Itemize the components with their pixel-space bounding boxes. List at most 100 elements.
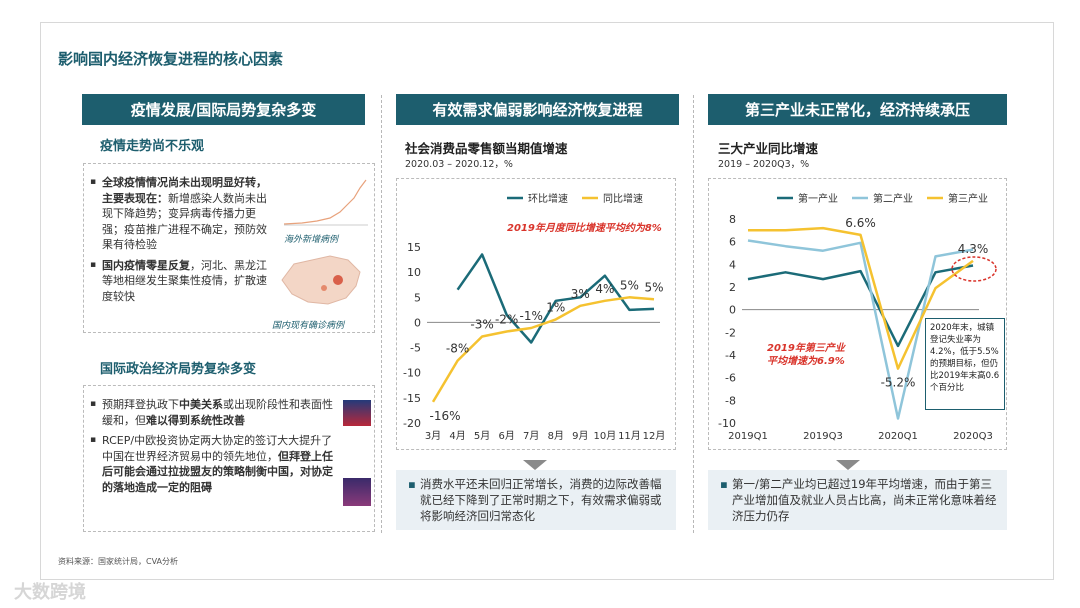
series-line	[431, 296, 655, 403]
bullet: 国内疫情零星反复，河北、黑龙江等地相继发生聚集性疫情，扩散速度较快	[90, 258, 268, 305]
image-caption: 海外新增病例	[284, 235, 339, 245]
thumbnail-chart	[283, 179, 368, 226]
photo	[343, 478, 371, 506]
note: 第一/第二产业均已超过19年平均增速，而由于第三产业增加值及就业人员占比高，尚未…	[708, 470, 1007, 530]
x-tick-label: 12月	[643, 430, 666, 442]
data-label: 5%	[644, 280, 663, 294]
data-label: -2%	[495, 312, 518, 326]
y-tick-label: 10	[407, 266, 421, 279]
highlight	[951, 256, 997, 282]
arrow	[523, 460, 547, 470]
chart-title: 社会消费品零售额当期值增速	[405, 141, 568, 156]
thumbnail-map	[281, 255, 361, 305]
series-line	[747, 264, 974, 348]
map-dot	[321, 285, 327, 291]
bullet: 全球疫情情况尚未出现明显好转，主要表现在：新增感染人数尚未出现下降趋势；变异病毒…	[90, 175, 268, 253]
column-heading: 疫情发展/国际局势复杂多变	[82, 94, 365, 125]
divider	[693, 95, 694, 533]
bullet-list: 全球疫情情况尚未出现明显好转，主要表现在：新增感染人数尚未出现下降趋势；变异病毒…	[90, 175, 268, 309]
callout: 2020年末，城镇登记失业率为4.2%，低于5.5%的预期目标，但仍比2019年…	[925, 318, 1005, 410]
y-tick-label: 8	[729, 213, 736, 226]
x-tick-label: 2019Q1	[728, 431, 768, 442]
y-tick-label: 6	[729, 236, 736, 249]
legend-label: 第二产业	[873, 192, 913, 205]
data-label: -3%	[470, 318, 493, 332]
x-tick-label: 5月	[474, 430, 490, 442]
watermark: 大数跨境	[14, 582, 86, 603]
photo	[343, 400, 371, 426]
x-tick-label: 8月	[548, 430, 564, 442]
series-line	[748, 226, 974, 370]
chart-subtitle: 2019 – 2020Q3，%	[718, 159, 810, 170]
column-heading: 有效需求偏弱影响经济恢复进程	[396, 94, 679, 125]
image-caption: 国内现有确诊病例	[272, 321, 345, 331]
x-tick-label: 4月	[449, 430, 465, 442]
chart: -10 -8 -6 -4 -2 0 2 4 6 8 2019Q1 2019Q3 2020Q1 2020Q3…	[708, 178, 1007, 450]
note: 消费水平还未回归正常增长，消费的边际改善幅就已经下降到了正常时期之下，有效需求偏…	[396, 470, 676, 530]
column-heading: 第三产业未正常化，经济持续承压	[708, 94, 1007, 125]
arrow	[836, 460, 860, 470]
x-tick-label: 3月	[425, 430, 441, 442]
bullet-text: 国内疫情零星反复	[102, 258, 190, 272]
annotation: 平均增速为6.9%	[767, 355, 845, 367]
y-tick-label: 5	[414, 291, 421, 304]
x-tick-label: 2019Q3	[803, 431, 843, 442]
annotation: 2019年月度同比增速平均约为8%	[507, 222, 662, 234]
data-label: 3%	[571, 287, 590, 301]
frame	[40, 22, 1054, 580]
legend-label: 第三产业	[948, 192, 988, 205]
data-label: 1%	[546, 300, 565, 314]
bullet-text: 全球疫情情况尚未出现明显好转，主要表现在：	[102, 176, 267, 205]
source: 资料来源：国家统计局，CVA分析	[58, 557, 179, 566]
divider	[381, 95, 382, 533]
thumbnail-line	[283, 179, 367, 225]
y-tick-label: -2	[725, 326, 736, 339]
map-dot	[333, 275, 343, 285]
y-tick-label: 2	[729, 281, 736, 294]
y-tick-label: -20	[403, 417, 421, 430]
page-title: 影响国内经济恢复进程的核心因素	[58, 50, 284, 68]
data-label: 5%	[620, 278, 639, 292]
bullet-text: 但拜登上任后可能会通过拉拢盟友的策略制衡中国，对协定的落地造成一定的阻碍	[102, 449, 333, 494]
section-box	[83, 385, 375, 532]
bullet-text: 预期拜登执政下	[102, 398, 179, 411]
y-tick-label: -10	[718, 417, 736, 430]
y-tick-label: 4	[729, 258, 736, 271]
bullet-list: 预期拜登执政下中美关系或出现阶段性和表面性缓和，但难以得到系统性改善 RCEP/中…	[90, 397, 340, 500]
chart-title: 三大产业同比增速	[718, 141, 819, 156]
bullet-text: 难以得到系统性改善	[146, 413, 245, 427]
bullet: 预期拜登执政下中美关系或出现阶段性和表面性缓和，但难以得到系统性改善	[90, 397, 340, 428]
x-tick-label: 9月	[572, 430, 588, 442]
annotation: 2019年第三产业	[767, 342, 846, 354]
y-tick-label: -15	[403, 392, 421, 405]
chart: -20 -15 -10 -5 0 5 10 15 3月 4月 5月 6月 7月 8月 9月 10月 11月 12月…	[396, 178, 676, 450]
x-tick-label: 6月	[498, 430, 514, 442]
data-label: 4%	[595, 282, 614, 296]
legend-label: 第一产业	[798, 192, 838, 205]
bullet-text: 或出现阶段性和表面性缓和，但	[102, 398, 333, 427]
data-label: 6.6%	[845, 216, 876, 230]
data-label: 4.3%	[958, 242, 989, 256]
section-title: 国际政治经济局势复杂多变	[100, 362, 257, 377]
x-tick-label: 2020Q3	[953, 431, 993, 442]
section-box	[83, 163, 375, 333]
bullet-text: 新增感染人数尚未出现下降趋势；变异病毒传播力更强；疫苗推广进程不确定，预防效果有…	[102, 191, 267, 252]
data-label: -1%	[520, 309, 543, 323]
legend-label: 同比增速	[603, 192, 643, 205]
y-tick-label: -6	[725, 372, 736, 385]
data-label: -8%	[446, 342, 469, 356]
data-label: -5.2%	[881, 376, 916, 390]
x-tick-label: 11月	[618, 430, 641, 442]
x-tick-label: 2020Q1	[878, 431, 918, 442]
section-title: 疫情走势尚不乐观	[100, 139, 205, 154]
x-tick-label: 10月	[594, 430, 617, 442]
map-shape	[281, 255, 361, 305]
data-label: -16%	[429, 409, 460, 423]
y-tick-label: 15	[407, 241, 421, 254]
y-tick-label: -8	[725, 394, 736, 407]
y-tick-label: 0	[729, 304, 736, 317]
bullet-text: 中美关系	[179, 398, 223, 411]
y-tick-label: -5	[410, 342, 421, 355]
series-line	[747, 239, 974, 420]
